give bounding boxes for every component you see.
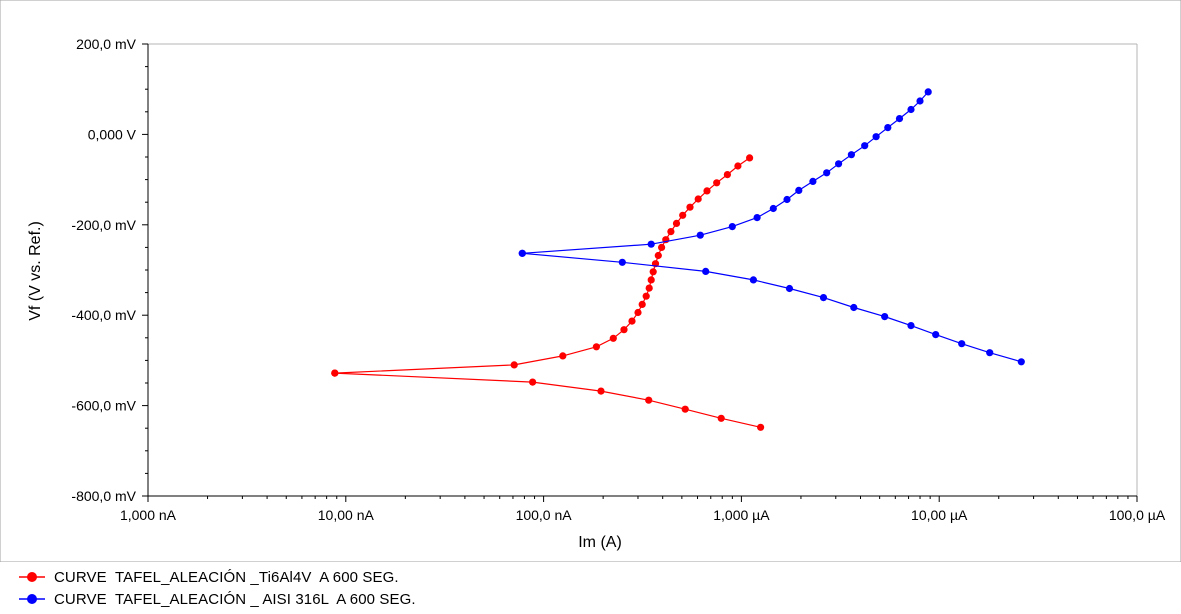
data-point xyxy=(645,396,653,404)
data-point xyxy=(757,423,765,431)
data-point xyxy=(723,171,732,179)
data-point xyxy=(769,204,777,213)
y-tick-label: 0,000 V xyxy=(88,126,137,142)
data-point xyxy=(819,294,828,302)
x-tick-label: 100,0 µA xyxy=(1109,507,1166,523)
data-point xyxy=(713,179,721,187)
data-point xyxy=(696,231,704,239)
data-point xyxy=(753,214,761,222)
data-point xyxy=(847,151,856,159)
data-point xyxy=(609,334,617,342)
data-point xyxy=(986,349,994,357)
data-point xyxy=(835,160,843,168)
data-point xyxy=(785,284,794,293)
data-point xyxy=(881,313,889,321)
data-point xyxy=(958,340,966,348)
axes: 200,0 mV 0,000 V -200,0 mV -400,0 mV -600,0 … xyxy=(71,36,1165,523)
data-point xyxy=(510,361,518,369)
data-point xyxy=(618,258,626,266)
legend-item-aisi316l: CURVE TAFEL_ALEACIÓN _ AISI 316L A 600 S… xyxy=(18,589,416,609)
y-axis-title: Vf (V vs. Ref.) xyxy=(27,221,44,321)
data-point xyxy=(642,292,650,300)
data-point xyxy=(703,187,711,195)
data-point xyxy=(783,195,791,204)
x-axis-title: Im (A) xyxy=(578,534,622,551)
data-point xyxy=(634,308,642,317)
legend-label: CURVE TAFEL_ALEACIÓN _Ti6Al4V A 600 SEG. xyxy=(54,568,399,586)
data-point xyxy=(620,326,628,334)
data-point xyxy=(686,203,694,211)
data-point xyxy=(861,142,869,150)
data-point xyxy=(746,154,754,162)
y-tick-label: 200,0 mV xyxy=(76,36,137,52)
data-point xyxy=(658,243,666,251)
data-point xyxy=(694,195,702,203)
series-layer xyxy=(331,88,1025,431)
data-point xyxy=(672,219,681,227)
data-point xyxy=(907,105,915,114)
data-point xyxy=(872,133,880,141)
data-point xyxy=(559,352,567,360)
chart-frame xyxy=(0,0,1181,562)
data-point xyxy=(647,240,655,248)
y-tick-label: -600,0 mV xyxy=(71,398,136,414)
data-point xyxy=(592,343,601,351)
data-point xyxy=(702,267,710,275)
data-point xyxy=(645,284,653,292)
data-point xyxy=(850,303,858,312)
data-point xyxy=(932,331,940,339)
x-tick-label: 100,0 nA xyxy=(516,507,573,523)
y-tick-label: -400,0 mV xyxy=(71,307,136,323)
data-point xyxy=(518,249,526,257)
tafel-chart: 200,0 mV 0,000 V -200,0 mV -400,0 mV -600,0 … xyxy=(0,0,1181,562)
series-0 xyxy=(331,154,765,431)
data-point xyxy=(749,276,758,284)
data-point xyxy=(907,322,915,330)
series-1 xyxy=(518,88,1025,366)
data-point xyxy=(654,251,662,260)
data-point xyxy=(649,268,657,276)
data-point xyxy=(638,300,646,308)
data-point xyxy=(823,169,831,177)
data-point xyxy=(681,405,689,413)
x-tick-label: 10,00 µA xyxy=(911,507,968,523)
x-tick-label: 1,000 nA xyxy=(120,507,177,523)
data-point xyxy=(529,378,537,386)
data-point xyxy=(597,387,605,395)
data-point xyxy=(809,177,817,185)
data-point xyxy=(647,276,655,284)
x-tick-label: 10,00 nA xyxy=(318,507,375,523)
data-point xyxy=(795,186,803,194)
y-tick-label: -200,0 mV xyxy=(71,217,136,233)
data-point xyxy=(628,317,636,325)
data-point xyxy=(728,223,736,231)
data-point xyxy=(1017,358,1025,366)
data-point xyxy=(679,211,687,219)
legend-marker-red xyxy=(19,572,45,582)
data-point xyxy=(667,228,675,236)
legend-item-ti6al4v: CURVE TAFEL_ALEACIÓN _Ti6Al4V A 600 SEG. xyxy=(18,567,399,587)
data-point xyxy=(734,162,742,170)
legend: CURVE TAFEL_ALEACIÓN _Ti6Al4V A 600 SEG.… xyxy=(0,562,1181,614)
data-point xyxy=(895,115,904,123)
data-point xyxy=(717,414,725,422)
legend-marker-blue xyxy=(19,594,45,604)
x-tick-label: 1,000 µA xyxy=(713,507,770,523)
data-point xyxy=(924,88,932,96)
legend-label: CURVE TAFEL_ALEACIÓN _ AISI 316L A 600 S… xyxy=(54,590,416,608)
data-point xyxy=(916,97,924,105)
data-point xyxy=(884,124,892,132)
y-tick-label: -800,0 mV xyxy=(71,488,136,504)
data-point xyxy=(331,369,339,377)
